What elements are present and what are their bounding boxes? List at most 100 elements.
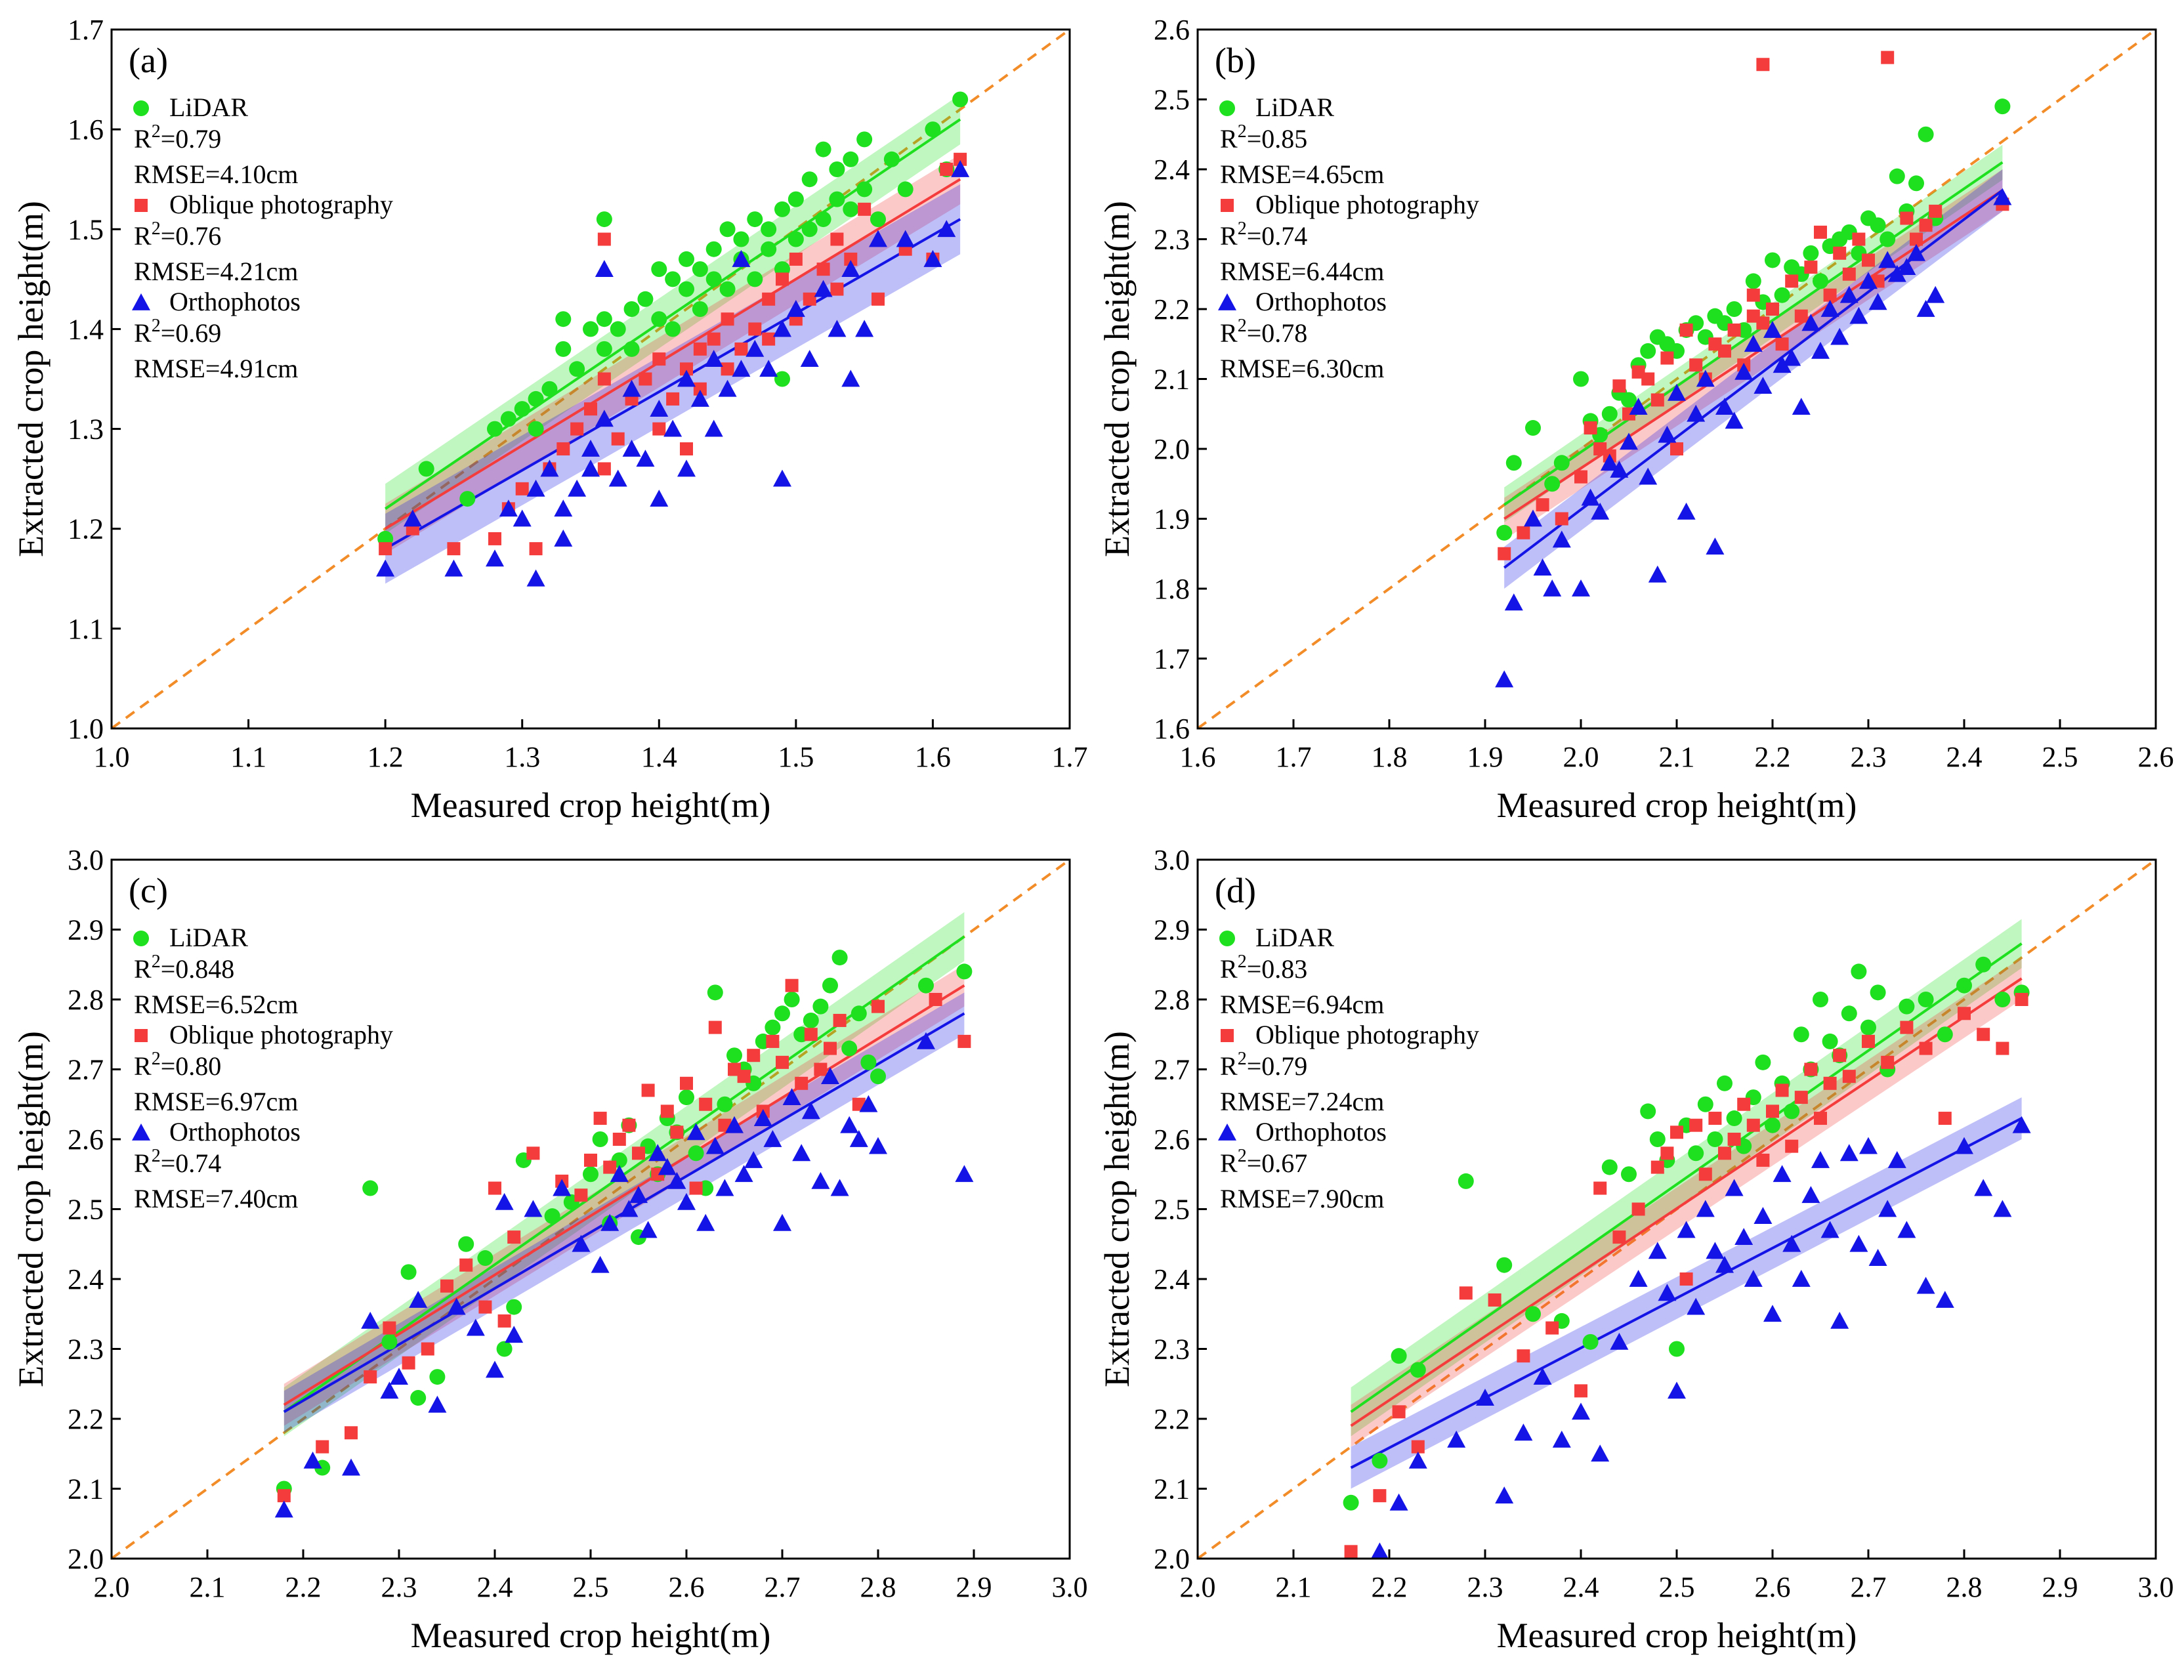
lidar-point	[1496, 524, 1513, 541]
lidar-point	[1994, 98, 2011, 115]
ortho-point	[1572, 579, 1590, 597]
lidar-point	[829, 191, 845, 207]
oblique-point	[1756, 58, 1770, 72]
ortho-point	[1447, 1430, 1466, 1448]
oblique-point	[680, 442, 693, 455]
oblique-point	[833, 1013, 847, 1027]
oblique-point	[693, 382, 707, 396]
oblique-point	[593, 1112, 607, 1125]
oblique-point	[1996, 1041, 2009, 1055]
legend-oblique-marker	[1221, 1029, 1234, 1042]
lidar-point	[850, 1005, 867, 1022]
lidar-point	[541, 381, 558, 397]
oblique-point	[660, 1104, 674, 1118]
ortho-point	[1974, 1179, 1993, 1196]
ortho-point	[1734, 362, 1754, 380]
oblique-point	[1814, 1112, 1827, 1125]
oblique-point	[1746, 1118, 1760, 1132]
lidar-point	[1525, 420, 1541, 436]
lidar-point	[400, 1264, 417, 1280]
ortho-point	[1514, 1423, 1533, 1441]
oblique-r2: R2=0.74	[1220, 219, 1307, 251]
ortho-point	[1897, 1221, 1916, 1238]
oblique-point	[707, 332, 721, 346]
x-tick-label: 2.3	[381, 1571, 417, 1603]
oblique-r2: R2=0.80	[134, 1049, 221, 1081]
ortho-point	[1552, 530, 1571, 548]
lidar-point	[679, 251, 694, 267]
lidar-point	[883, 151, 900, 167]
ortho-point	[553, 1179, 572, 1196]
lidar-point	[1726, 1110, 1742, 1127]
ortho-point	[1859, 272, 1878, 289]
ortho-point	[1993, 188, 2012, 205]
lidar-point	[1813, 273, 1828, 289]
oblique-point	[1718, 344, 1731, 358]
oblique-point	[1919, 1041, 1933, 1055]
x-tick-label: 1.6	[1180, 741, 1216, 773]
oblique-point	[1766, 303, 1779, 316]
oblique-point	[824, 1041, 837, 1055]
lidar-point	[843, 201, 859, 217]
ortho-point	[581, 459, 600, 477]
ortho-point	[1533, 1368, 1552, 1385]
oblique-point	[1593, 1181, 1607, 1195]
oblique-point	[526, 1146, 540, 1160]
oblique-point	[1660, 1146, 1674, 1160]
lidar-point	[583, 321, 598, 337]
oblique-point	[737, 1070, 751, 1083]
lidar-point	[952, 91, 969, 108]
lidar-point	[528, 421, 544, 437]
oblique-r2: R2=0.79	[1220, 1049, 1307, 1081]
ortho-point	[869, 230, 887, 247]
y-tick-label: 2.5	[68, 1194, 104, 1226]
lidar-point	[726, 1047, 742, 1064]
ortho-point	[466, 1318, 485, 1336]
lidar-point	[747, 211, 763, 228]
legend-oblique-label: Oblique photography	[1255, 190, 1479, 219]
lidar-point	[860, 1054, 877, 1070]
lidar-point	[692, 301, 708, 317]
oblique-point	[721, 362, 734, 376]
lidar-point	[1880, 231, 1896, 247]
lidar-point	[1525, 1306, 1541, 1322]
legend-ortho-label: Orthophotos	[169, 287, 301, 316]
ortho-point	[667, 1171, 686, 1189]
y-tick-label: 2.0	[68, 1543, 104, 1575]
oblique-point	[440, 1279, 453, 1293]
lidar-point	[870, 211, 886, 228]
oblique-point	[1689, 358, 1703, 372]
y-tick-label: 2.3	[1154, 1334, 1190, 1366]
legend-oblique-marker	[1221, 199, 1234, 212]
lidar-point	[1774, 287, 1790, 303]
oblique-point	[574, 1188, 588, 1202]
oblique-point	[421, 1342, 434, 1356]
oblique-point	[1698, 1167, 1712, 1181]
oblique-points	[379, 152, 967, 556]
oblique-point	[830, 282, 844, 296]
legend-lidar-label: LiDAR	[169, 93, 248, 122]
lidar-point	[1956, 977, 1972, 994]
y-tick-label: 2.6	[1154, 1124, 1190, 1156]
oblique-point	[345, 1426, 358, 1440]
ortho-point	[859, 1095, 878, 1112]
lidar-point	[1544, 476, 1561, 492]
lidar-point	[831, 950, 848, 966]
x-tick-label: 2.2	[285, 1571, 322, 1603]
lidar-point	[637, 291, 654, 307]
lidar-point	[569, 361, 585, 377]
ortho-point	[1687, 1297, 1706, 1315]
x-tick-label: 2.0	[94, 1571, 130, 1603]
oblique-point	[1785, 274, 1799, 288]
oblique-point	[1775, 337, 1789, 351]
ortho-point	[1658, 1284, 1677, 1301]
oblique-point	[1718, 1146, 1731, 1160]
lidar-point	[897, 181, 914, 198]
lidar-point	[459, 491, 476, 507]
ortho-point	[855, 320, 874, 337]
ortho-r2: R2=0.78	[1220, 316, 1307, 348]
lidar-point	[1870, 217, 1886, 234]
y-axis-title: Extracted crop height(m)	[11, 1031, 51, 1387]
oblique-point	[1708, 1112, 1722, 1125]
